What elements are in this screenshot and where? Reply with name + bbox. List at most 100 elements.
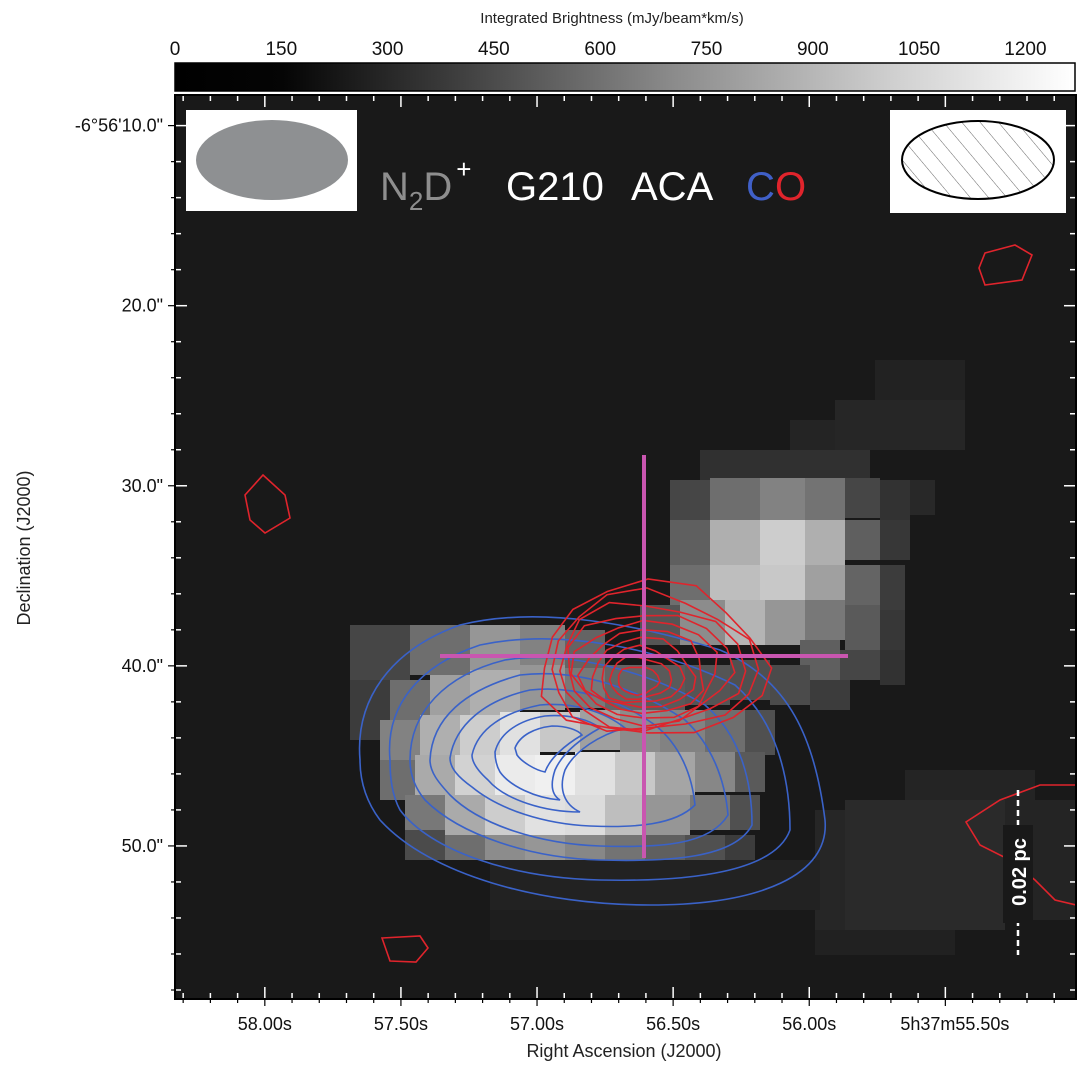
- map-pixel: [815, 930, 955, 955]
- map-pixel: [730, 795, 760, 830]
- colorbar-tick-label: 1050: [898, 39, 940, 60]
- title-subscript: 2: [409, 186, 423, 216]
- colorbar-tick-label: 450: [478, 39, 510, 60]
- map-pixel: [645, 795, 690, 835]
- scale-bar-label: 0.02 pc: [1009, 838, 1031, 906]
- map-pixel: [710, 520, 760, 565]
- map-pixel: [790, 420, 835, 450]
- brightness-map: [350, 360, 1075, 955]
- source-marker-cross: [440, 455, 848, 858]
- map-pixel: [805, 565, 845, 605]
- beam-ellipse-filled: [196, 120, 348, 200]
- colorbar-tick-label: 750: [691, 39, 723, 60]
- panel-title: N2D + G210 ACA C O: [380, 154, 806, 216]
- red-contour-blob: [244, 473, 291, 534]
- map-pixel: [605, 795, 645, 835]
- map-pixel: [700, 450, 870, 480]
- svg-text:N2D+: N2D +: [380, 154, 471, 216]
- colorbar-gradient: [174, 62, 1076, 92]
- map-pixel: [760, 478, 805, 523]
- colorbar-tick-label: 300: [372, 39, 404, 60]
- title-superscript: +: [456, 154, 471, 184]
- map-pixel: [525, 795, 565, 835]
- map-pixel: [535, 755, 575, 795]
- blue-contour: [429, 672, 729, 848]
- red-contour: [567, 614, 736, 728]
- title-source: G210: [506, 165, 604, 209]
- outer-ticks: [168, 125, 1055, 1006]
- red-contour: [570, 619, 718, 719]
- map-pixel: [645, 665, 685, 710]
- colorbar-tick-label: 1200: [1004, 39, 1046, 60]
- y-tick-label: 50.0": [122, 836, 163, 856]
- map-pixel: [710, 478, 760, 523]
- map-pixel: [910, 480, 935, 515]
- map-pixel: [880, 480, 910, 520]
- colorbar-label: Integrated Brightness (mJy/beam*km/s): [480, 10, 743, 27]
- blue-contour: [449, 688, 696, 828]
- map-pixel: [500, 712, 540, 757]
- colorbar-tick-label: 150: [265, 39, 297, 60]
- title-co-o: O: [775, 165, 806, 209]
- map-pixel: [455, 755, 495, 795]
- map-pixel: [760, 565, 805, 605]
- map-pixel: [905, 770, 1035, 800]
- map-pixel: [670, 520, 710, 565]
- co-blue-contours: [358, 616, 826, 906]
- y-tick-labels: -6°56'10.0" 20.0" 30.0" 40.0" 50.0": [75, 116, 163, 856]
- map-pixel: [805, 600, 845, 640]
- x-tick-label: 56.50s: [646, 1014, 700, 1034]
- map-pixel: [880, 650, 905, 685]
- x-axis-label: Right Ascension (J2000): [526, 1041, 721, 1061]
- plot-area: N2D + G210 ACA C O 0.02 pc: [174, 94, 1077, 1000]
- blue-contour: [409, 656, 753, 862]
- map-pixel: [380, 760, 415, 800]
- map-pixel: [710, 565, 760, 605]
- red-contour-blob: [978, 244, 1033, 286]
- y-tick-label: 40.0": [122, 656, 163, 676]
- map-pixel: [805, 520, 845, 565]
- map-pixel: [420, 715, 460, 760]
- title-instrument: ACA: [631, 165, 714, 209]
- red-contour: [551, 587, 760, 733]
- red-contour: [608, 655, 673, 701]
- map-pixel: [380, 720, 420, 760]
- x-tick-label: 57.50s: [374, 1014, 428, 1034]
- map-pixel: [645, 835, 685, 860]
- map-pixel: [845, 520, 880, 560]
- map-pixel: [875, 360, 965, 400]
- beam-box-right: [890, 110, 1066, 213]
- map-pixel: [430, 675, 470, 715]
- blue-contour: [358, 616, 826, 906]
- map-pixel: [880, 565, 905, 615]
- colorbar: Integrated Brightness (mJy/beam*km/s) 0 1…: [170, 10, 1076, 92]
- colorbar-tick-label: 600: [584, 39, 616, 60]
- map-pixel: [690, 795, 730, 830]
- map-pixel: [845, 800, 1005, 930]
- x-tick-label: 5h37m55.50s: [900, 1014, 1009, 1034]
- red-contour: [617, 666, 661, 697]
- map-pixel: [445, 835, 485, 860]
- red-contour-blob: [380, 935, 430, 963]
- map-pixel: [490, 910, 690, 940]
- red-contour: [590, 636, 697, 709]
- blue-contour: [494, 714, 602, 801]
- map-pixel: [805, 478, 845, 523]
- title-co-c: C: [746, 165, 775, 209]
- map-pixel: [615, 752, 655, 797]
- colorbar-tick-labels: 0 150 300 450 600 750 900 1050 1200: [170, 39, 1047, 60]
- map-pixel: [810, 680, 850, 710]
- map-pixel: [565, 795, 605, 835]
- map-pixel: [670, 480, 710, 520]
- blue-contour: [388, 638, 791, 882]
- title-species: N: [380, 165, 409, 209]
- map-pixel: [765, 600, 805, 645]
- x-tick-label: 56.00s: [782, 1014, 836, 1034]
- blue-contour: [471, 703, 627, 813]
- beam-box-left: [186, 110, 357, 211]
- x-tick-label: 57.00s: [510, 1014, 564, 1034]
- red-contour: [601, 644, 686, 704]
- map-pixel: [845, 605, 880, 650]
- blue-contour: [514, 725, 584, 773]
- map-pixel: [575, 752, 615, 797]
